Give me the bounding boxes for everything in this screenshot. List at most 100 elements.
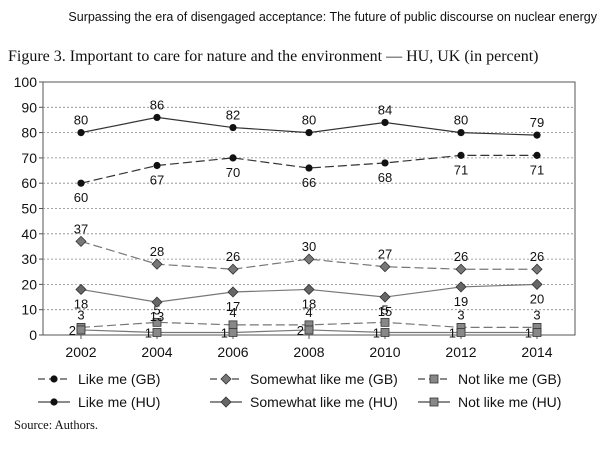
data-label: 37: [74, 221, 88, 236]
data-point: [229, 123, 237, 132]
legend-label: Not like me (GB): [458, 371, 561, 387]
data-point: [77, 179, 85, 187]
legend-label: Like me (HU): [78, 394, 160, 410]
data-label: 27: [378, 247, 392, 262]
data-label: 13: [150, 309, 164, 324]
data-label: 4: [305, 305, 312, 320]
data-label: 30: [302, 239, 316, 254]
data-label: 3: [457, 307, 464, 322]
y-tick-label: 40: [21, 226, 37, 242]
data-point: [531, 263, 543, 275]
data-point: [379, 261, 391, 273]
data-label: 79: [530, 115, 544, 130]
data-point: [305, 129, 313, 137]
data-label: 19: [454, 294, 468, 309]
legend-marker: [429, 397, 439, 407]
series-6: 2 1 1 2 1 1 1: [69, 323, 542, 340]
data-label: 26: [226, 249, 240, 264]
data-label: 5: [381, 302, 388, 317]
data-label: 71: [530, 162, 544, 177]
data-label: 1: [525, 325, 532, 340]
y-tick-label: 80: [21, 125, 37, 141]
data-label: 1: [373, 325, 380, 340]
data-label: 18: [302, 296, 316, 311]
data-label: 3: [533, 307, 540, 322]
data-point: [151, 258, 163, 270]
legend-item: Somewhat like me (GB): [210, 371, 398, 387]
data-label: 71: [454, 162, 468, 177]
legend-label: Like me (GB): [78, 371, 160, 387]
data-point: [75, 283, 87, 296]
series-2: 37 28 26 30 27 26 26: [74, 221, 544, 275]
data-label: 3: [77, 307, 84, 322]
data-point: [531, 278, 543, 290]
data-label: 17: [226, 299, 240, 314]
data-point: [153, 113, 161, 122]
data-point: [228, 328, 238, 337]
data-label: 5: [153, 302, 160, 317]
legend-marker: [50, 375, 58, 383]
data-point: [152, 328, 162, 337]
series-3: 3 5 4 4 5 3 3: [76, 302, 542, 332]
data-label: 1: [145, 325, 152, 340]
series-4: 80 86 82 80 84 80 79: [74, 97, 544, 139]
data-label: 70: [226, 165, 240, 180]
data-point: [532, 328, 542, 337]
data-label: 84: [378, 102, 392, 117]
legend-marker: [429, 374, 439, 384]
y-tick-label: 100: [14, 74, 38, 90]
legend-label: Not like me (HU): [458, 394, 561, 410]
data-point: [455, 281, 467, 293]
y-tick-label: 60: [21, 175, 37, 191]
legend-marker: [220, 373, 232, 385]
data-label: 20: [530, 291, 544, 306]
data-point: [75, 235, 87, 247]
running-head-text: Surpassing the era of disengaged accepta…: [68, 10, 597, 24]
y-tick-label: 10: [21, 302, 37, 318]
data-label: 80: [454, 113, 468, 128]
legend-item: Somewhat like me (HU): [210, 394, 398, 410]
y-tick-label: 30: [21, 251, 37, 267]
x-tick-label: 2002: [65, 344, 96, 360]
data-point: [381, 159, 389, 167]
data-point: [381, 118, 389, 127]
data-point: [303, 283, 315, 296]
legend-marker: [220, 396, 232, 408]
data-label: 80: [302, 113, 316, 128]
data-point: [77, 129, 85, 137]
data-point: [457, 151, 465, 159]
y-tick-label: 50: [21, 201, 37, 217]
data-point: [533, 151, 541, 159]
data-point: [153, 161, 161, 170]
x-tick-label: 2014: [521, 344, 552, 360]
data-point: [380, 328, 390, 337]
data-label: 2: [297, 323, 304, 338]
data-label: 68: [378, 170, 392, 185]
x-tick-label: 2008: [293, 344, 324, 360]
data-point: [380, 317, 390, 327]
data-point: [151, 296, 163, 308]
data-label: 82: [226, 108, 240, 123]
data-label: 66: [302, 175, 316, 190]
data-point: [457, 129, 465, 137]
y-tick-label: 20: [21, 276, 37, 292]
y-tick-label: 70: [21, 150, 37, 166]
x-tick-label: 2012: [445, 344, 476, 360]
data-label: 18: [74, 296, 88, 311]
x-tick-label: 2006: [217, 344, 248, 360]
x-tick-label: 2004: [141, 344, 172, 360]
y-tick-label: 90: [21, 99, 37, 115]
data-label: 60: [74, 190, 88, 205]
data-label: 1: [449, 325, 456, 340]
data-point: [76, 325, 86, 335]
y-tick-label: 0: [29, 327, 37, 343]
data-point: [305, 164, 313, 172]
data-label: 28: [150, 244, 164, 259]
x-tick-label: 2010: [369, 344, 400, 360]
data-label: 2: [69, 323, 76, 338]
legend-item: Like me (GB): [38, 371, 160, 387]
data-point: [455, 263, 467, 275]
series-5: 18 13 17 18 15 19 20: [74, 278, 544, 324]
